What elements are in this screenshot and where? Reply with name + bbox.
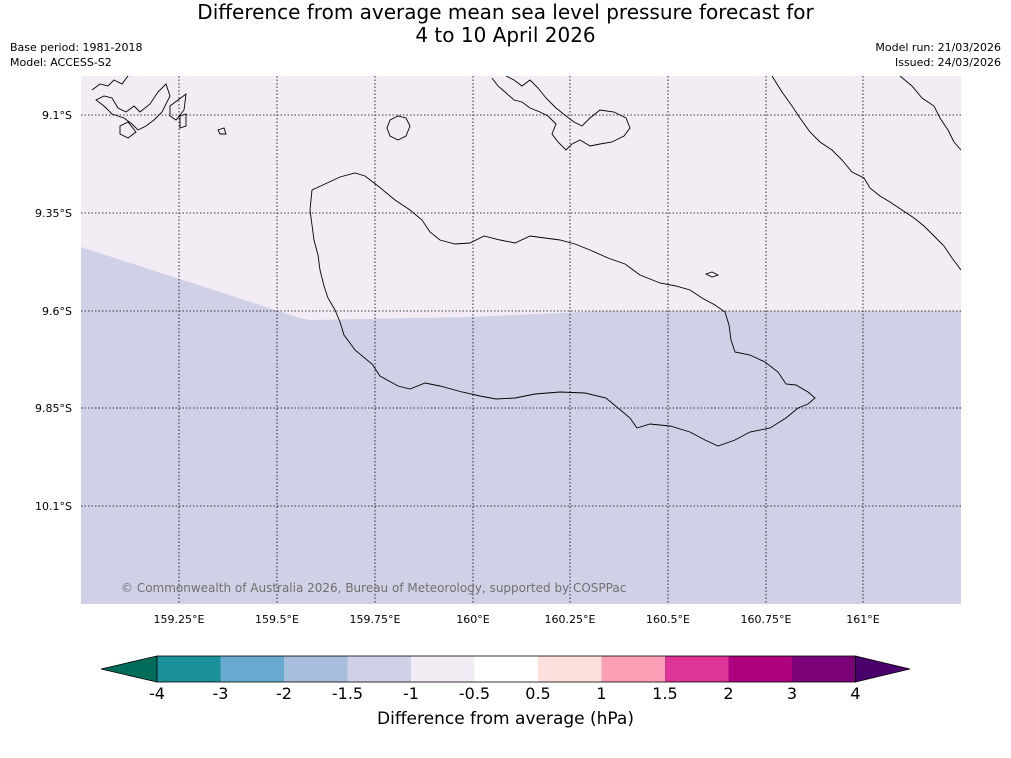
title-line-1: Difference from average mean sea level p…	[197, 0, 814, 24]
longitude-labels: 159.25°E 159.5°E 159.75°E 160°E 160.25°E…	[154, 613, 880, 626]
issued-text: Issued: 24/03/2026	[894, 56, 1001, 69]
lat-label: 9.1°S	[42, 109, 72, 122]
savo-island	[386, 115, 411, 141]
colorbar-tick-label: -1.5	[332, 684, 363, 703]
lat-label: 9.35°S	[35, 207, 72, 220]
pressure-band-lower	[81, 247, 961, 604]
colorbar-tick-label: 1.5	[652, 684, 677, 703]
colorbar: -4 -3 -2 -1.5 -1 -0.5 0.5 1 1.5 2 3 4	[100, 655, 911, 703]
colorbar-tick-label: -4	[149, 684, 165, 703]
lat-label: 9.85°S	[35, 402, 72, 415]
colorbar-swatch	[728, 656, 792, 682]
colorbar-tick-label: -3	[213, 684, 229, 703]
lon-label: 160.25°E	[545, 613, 596, 626]
colorbar-tick-label: -0.5	[459, 684, 490, 703]
gridlines	[81, 76, 961, 604]
base-period-text: Base period: 1981-2018	[10, 41, 143, 54]
colorbar-tick-label: 2	[723, 684, 733, 703]
colorbar-tick-label: -2	[276, 684, 292, 703]
meta-left: Base period: 1981-2018 Model: ACCESS-S2	[10, 40, 142, 70]
lon-label: 159.5°E	[255, 613, 299, 626]
colorbar-swatch	[538, 656, 602, 682]
latitude-labels: 9.1°S 9.35°S 9.6°S 9.85°S 10.1°S	[35, 109, 72, 513]
colorbar-tick-label: 1	[596, 684, 606, 703]
copyright-text: © Commonwealth of Australia 2026, Bureau…	[121, 581, 626, 595]
colorbar-tick-label: -1	[403, 684, 419, 703]
lon-label: 160.75°E	[741, 613, 792, 626]
colorbar-swatch	[411, 656, 475, 682]
colorbar-outline	[156, 655, 856, 683]
russell-islands-coastline	[91, 76, 227, 139]
malaita-coastline	[771, 76, 961, 271]
colorbar-swatch	[665, 656, 729, 682]
colorbar-swatch	[284, 656, 348, 682]
small-islet	[704, 271, 720, 278]
colorbar-swatch	[792, 656, 856, 682]
lon-label: 159.75°E	[350, 613, 401, 626]
coastlines	[91, 76, 961, 447]
colorbar-swatch	[347, 656, 411, 682]
colorbar-swatch	[601, 656, 665, 682]
florida-islands-coastline	[491, 76, 631, 151]
colorbar-extend-low	[100, 655, 158, 683]
model-text: Model: ACCESS-S2	[10, 56, 112, 69]
colorbar-title: Difference from average (hPa)	[377, 709, 634, 729]
lon-label: 160°E	[456, 613, 489, 626]
colorbar-swatch	[220, 656, 284, 682]
lat-label: 10.1°S	[35, 500, 72, 513]
colorbar-tick-label: 0.5	[525, 684, 550, 703]
meta-right: Model run: 21/03/2026 Issued: 24/03/2026	[875, 40, 1001, 70]
lon-label: 159.25°E	[154, 613, 205, 626]
lon-label: 161°E	[846, 613, 879, 626]
colorbar-tick-label: 3	[787, 684, 797, 703]
lat-label: 9.6°S	[42, 305, 72, 318]
guadalcanal-coastline	[309, 172, 816, 447]
colorbar-tick-label: 4	[850, 684, 860, 703]
lon-label: 160.5°E	[646, 613, 690, 626]
malaita-east-coastline	[899, 76, 961, 151]
map-area: © Commonwealth of Australia 2026, Bureau…	[81, 76, 961, 604]
title-line-2: 4 to 10 April 2026	[415, 23, 596, 47]
colorbar-extend-high	[855, 655, 911, 683]
colorbar-swatch	[157, 656, 221, 682]
model-run-text: Model run: 21/03/2026	[875, 41, 1001, 54]
colorbar-swatch	[474, 656, 538, 682]
